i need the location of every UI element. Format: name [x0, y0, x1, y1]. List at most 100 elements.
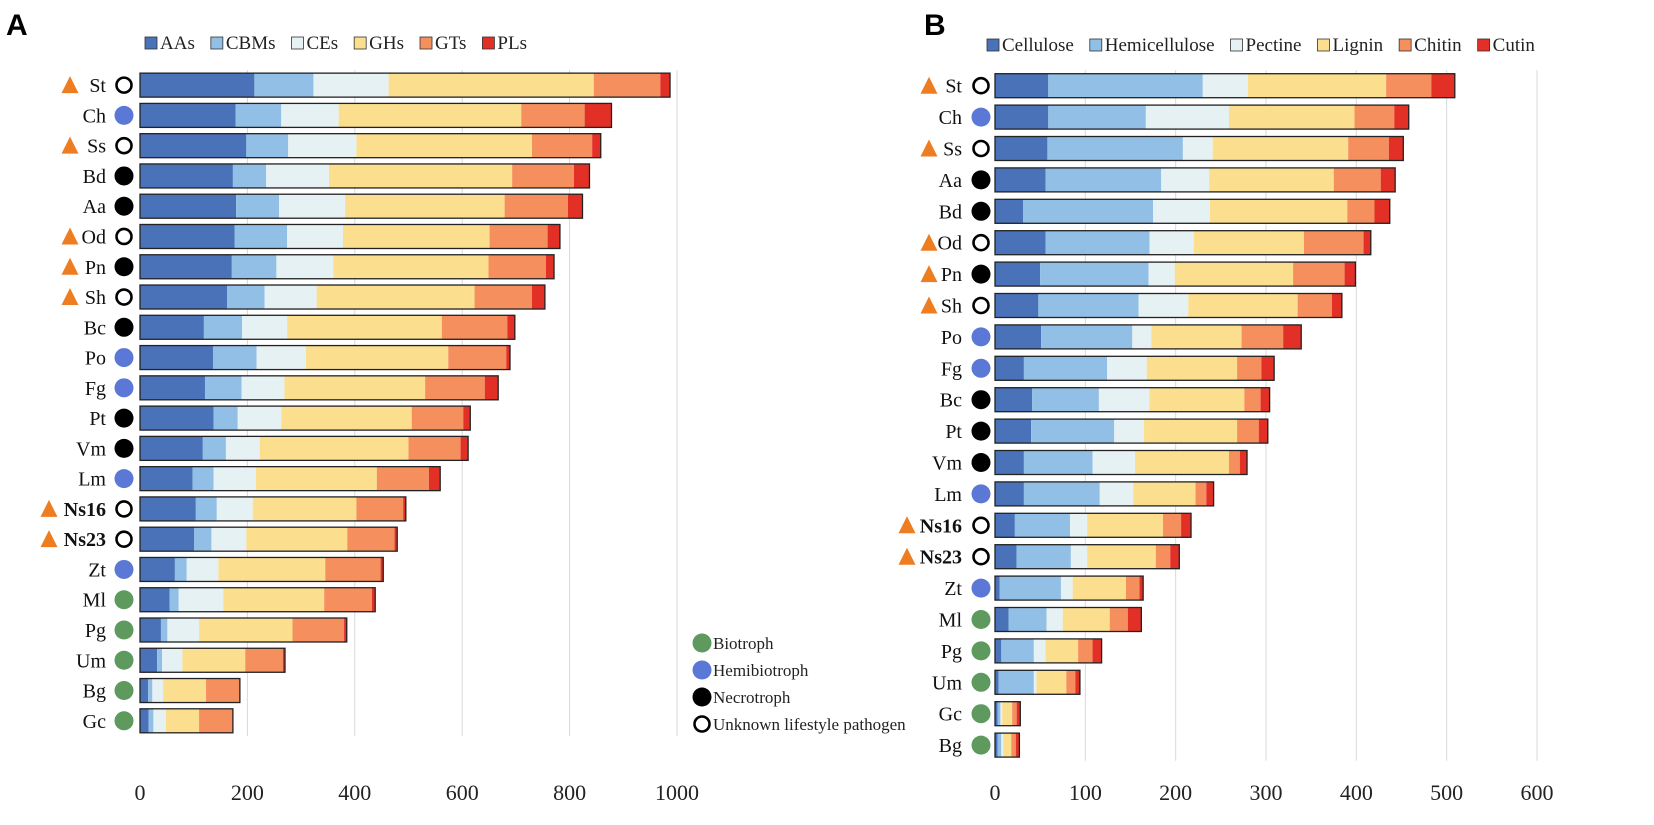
panel-b-bar-bc-chitin: [1244, 387, 1261, 412]
panel-a-lifestyle-icon-pn: [114, 257, 134, 277]
panel-b-bar-vm-cellulose: [995, 450, 1024, 475]
panel-b-category-label-pg: Pg: [941, 641, 962, 663]
panel-a-bar-gc-ces: [153, 708, 166, 733]
panel-a-bar-zt-gts: [325, 557, 381, 582]
panel-b-bar-st-lignin: [1247, 73, 1387, 98]
panel-b-legend-label-cellulose: Cellulose: [1002, 35, 1074, 56]
panel-b-triangle-icon-pn: [920, 265, 938, 283]
panel-b-bar-bc-hemicellulose: [1032, 387, 1099, 412]
panel-b-bar-aa-cellulose: [995, 167, 1046, 192]
panel-b-legend-swatch-pectine: [1230, 38, 1243, 52]
panel-b-bar-ch-lignin: [1228, 105, 1355, 130]
panel-b-bar-outline-ch: [994, 104, 1410, 130]
panel-a-lifestyle-icon-um: [114, 650, 134, 670]
panel-b-bar-lm-hemicellulose: [1023, 481, 1100, 506]
panel-b-bar-lm-pectine: [1099, 481, 1134, 506]
panel-a-bar-fg-gts: [425, 375, 485, 400]
panel-b-bar-outline-st: [994, 73, 1456, 99]
panel-a-bar-lm-gts: [376, 466, 429, 491]
panel-a-bar-outline-bd: [139, 163, 591, 189]
panel-a-bar-aa-ghs: [345, 194, 505, 219]
panel-b-lifestyle-icon-pt: [971, 421, 991, 441]
panel-b-bar-aa-hemicellulose: [1045, 167, 1162, 192]
panel-a-bar-ml-pls: [371, 587, 376, 612]
panel-a-x-tick-200: 200: [231, 780, 264, 805]
panel-a-bar-bg-ghs: [163, 678, 207, 703]
panel-a-triangle-icon-ns23: [40, 530, 58, 548]
panel-b-bar-bd-cellulose: [995, 199, 1024, 224]
panel-a-bar-ns23-ghs: [246, 527, 348, 552]
panel-a-bar-vm-gts: [408, 436, 461, 461]
panel-b-bar-bd-cutin: [1374, 199, 1390, 224]
panel-a-bar-gc-ghs: [165, 708, 200, 733]
panel-b-bar-outline-ns16: [994, 512, 1192, 538]
panel-a-bar-st-aas: [140, 73, 255, 98]
panel-a-lifestyle-icon-ns23: [115, 530, 133, 548]
panel-a-triangle-icon-ss: [61, 136, 79, 154]
panel-a-x-tick-1000: 1000: [655, 780, 699, 805]
panel-b-bar-sh-cutin: [1331, 293, 1342, 318]
panel-a-bar-bd-aas: [140, 163, 233, 188]
panel-a-category-label-pg: Pg: [85, 620, 106, 642]
panel-a-bar-um-cbms: [157, 648, 163, 673]
panel-b-bar-outline-gc: [994, 701, 1021, 727]
panel-b-bar-gc-cellulose: [995, 701, 998, 726]
panel-b-legend-swatch-cellulose: [986, 38, 1000, 52]
panel-b-bar-zt-cellulose: [995, 576, 1000, 601]
legend-hemi-label: Hemibiotroph: [713, 661, 809, 680]
panel-a-legend-label-aas: AAs: [160, 33, 195, 54]
panel-a-bar-ml-gts: [324, 587, 372, 612]
panel-b-bar-gc-chitin: [1012, 701, 1017, 726]
panel-b-bar-pn-hemicellulose: [1040, 262, 1149, 287]
panel-a-bar-od-cbms: [234, 224, 288, 249]
panel-b-bar-bg-hemicellulose: [997, 733, 1002, 758]
panel-a-bar-po-ghs: [305, 345, 449, 370]
panel-b-lifestyle-icon-pg: [971, 641, 991, 661]
panel-a-bar-pt-ces: [237, 406, 282, 431]
panel-b-lifestyle-icon-ml: [971, 610, 991, 629]
panel-a-bar-ns16-gts: [356, 496, 404, 521]
panel-a-bar-sh-ghs: [316, 285, 475, 310]
panel-b-legend-label-hemicellulose: Hemicellulose: [1105, 35, 1215, 56]
panel-a-bar-outline-bg: [139, 677, 241, 704]
panel-b-legend-label-chitin: Chitin: [1414, 35, 1462, 56]
panel-b-bar-bg-cellulose: [995, 733, 998, 758]
panel-a-bar-vm-ghs: [259, 436, 409, 461]
panel-b-category-label-pn: Pn: [941, 264, 962, 286]
panel-b-bar-outline-um: [994, 669, 1081, 695]
panel-a-lifestyle-icon-zt: [114, 559, 134, 579]
panel-a-bar-bc-ghs: [287, 315, 442, 340]
panel-b-bar-ch-cutin: [1394, 105, 1409, 130]
panel-a-bar-pt-ghs: [281, 406, 412, 431]
panel-b-bar-od-cutin: [1363, 230, 1371, 255]
panel-a-bar-zt-pls: [380, 557, 384, 582]
panel-b-bar-um-hemicellulose: [998, 670, 1034, 695]
panel-a-bar-bd-ghs: [329, 163, 513, 188]
panel-a-bar-st-pls: [660, 73, 671, 98]
panel-a-bar-ch-aas: [140, 103, 236, 128]
panel-b-lifestyle-icon-gc: [971, 704, 991, 724]
panel-b-bar-ss-pectine: [1182, 136, 1213, 161]
panel-a-lifestyle-icon-pt: [114, 408, 134, 428]
panel-a-legend-swatch-cbms: [210, 36, 224, 50]
panel-a-bar-pt-gts: [411, 406, 464, 431]
panel-a-category-label-od: Od: [82, 226, 106, 248]
panel-a-x-tick-800: 800: [553, 780, 586, 805]
panel-b-bar-ns23-lignin: [1087, 544, 1156, 569]
panel-b-bar-ns16-lignin: [1087, 513, 1164, 538]
panel-b-category-label-ml: Ml: [939, 610, 963, 632]
panel-a-bar-lm-ghs: [255, 466, 377, 491]
panel-a-bar-um-ces: [162, 648, 183, 673]
panel-b-bar-ss-cellulose: [995, 136, 1048, 161]
panel-a-bar-lm-aas: [140, 466, 193, 491]
panel-a-category-label-ns23: Ns23: [64, 529, 106, 551]
panel-a-category-label-vm: Vm: [76, 438, 106, 460]
panel-b-bar-zt-hemicellulose: [999, 576, 1061, 601]
panel-a-bar-vm-ces: [225, 436, 260, 461]
panel-a-bar-pn-ces: [276, 254, 334, 279]
panel-b-bar-bc-cellulose: [995, 387, 1033, 412]
panel-a-bar-outline-sh: [139, 284, 546, 310]
panel-a-bar-sh-gts: [474, 285, 533, 310]
panel-a-lifestyle-icon-gc: [114, 711, 134, 731]
panel-a-bar-bd-cbms: [232, 163, 267, 188]
